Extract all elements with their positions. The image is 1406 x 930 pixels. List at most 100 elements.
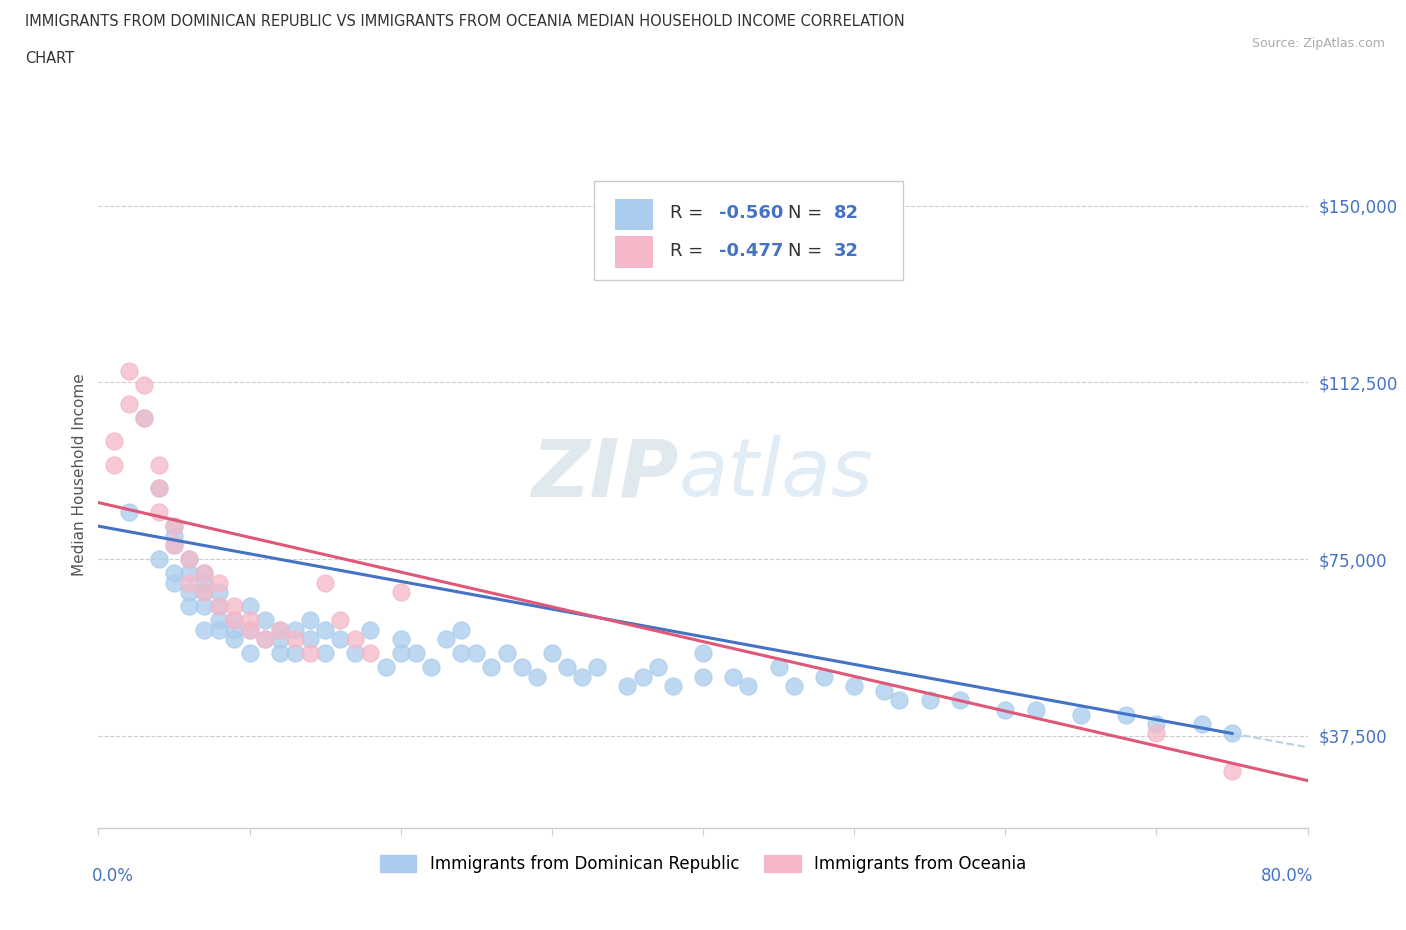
Point xyxy=(208,622,231,637)
Point xyxy=(284,622,307,637)
Point xyxy=(510,660,533,675)
Point xyxy=(692,670,714,684)
Point xyxy=(1220,726,1243,741)
Point xyxy=(224,599,246,614)
Point xyxy=(692,646,714,661)
Text: R =: R = xyxy=(671,205,710,222)
Point xyxy=(299,613,322,628)
Point xyxy=(783,679,806,694)
Point xyxy=(1220,764,1243,778)
Text: ZIP: ZIP xyxy=(531,435,679,513)
Point xyxy=(269,622,291,637)
Point xyxy=(555,660,578,675)
Point xyxy=(420,660,443,675)
Point xyxy=(163,576,186,591)
Point xyxy=(374,660,396,675)
Point xyxy=(193,576,215,591)
Point xyxy=(179,551,201,566)
Point xyxy=(148,505,170,520)
Point xyxy=(118,396,141,411)
FancyBboxPatch shape xyxy=(614,236,654,268)
Point xyxy=(360,622,382,637)
Point xyxy=(269,622,291,637)
Point xyxy=(768,660,790,675)
Point xyxy=(844,679,866,694)
Point xyxy=(179,585,201,600)
Point xyxy=(148,551,170,566)
Point xyxy=(208,599,231,614)
Point xyxy=(314,576,336,591)
Point xyxy=(269,631,291,646)
Y-axis label: Median Household Income: Median Household Income xyxy=(72,373,87,576)
Point xyxy=(239,613,262,628)
Point xyxy=(224,631,246,646)
Point xyxy=(526,670,548,684)
Point xyxy=(661,679,683,694)
Text: -0.560: -0.560 xyxy=(718,205,783,222)
Point xyxy=(631,670,654,684)
Point xyxy=(1144,717,1167,732)
Point xyxy=(224,613,246,628)
Point xyxy=(481,660,503,675)
Text: N =: N = xyxy=(787,242,828,260)
Point xyxy=(723,670,745,684)
Point xyxy=(1144,726,1167,741)
Point xyxy=(148,481,170,496)
Point xyxy=(465,646,488,661)
Point xyxy=(193,622,215,637)
Point xyxy=(540,646,562,661)
Point xyxy=(163,538,186,552)
Point xyxy=(132,410,155,425)
Point xyxy=(208,576,231,591)
Point xyxy=(284,631,307,646)
Point xyxy=(299,631,322,646)
Point xyxy=(647,660,669,675)
Point xyxy=(1070,707,1092,722)
Point xyxy=(148,458,170,472)
Point xyxy=(193,565,215,580)
Point xyxy=(1115,707,1137,722)
Point xyxy=(450,646,472,661)
Point xyxy=(103,458,125,472)
Point xyxy=(163,519,186,534)
Point xyxy=(389,631,412,646)
Point xyxy=(193,565,215,580)
Point xyxy=(344,646,367,661)
Point xyxy=(103,434,125,449)
Point xyxy=(571,670,593,684)
Point xyxy=(253,631,276,646)
Point xyxy=(224,622,246,637)
Point xyxy=(495,646,517,661)
FancyBboxPatch shape xyxy=(595,181,903,280)
Point xyxy=(450,622,472,637)
Point xyxy=(389,646,412,661)
Point xyxy=(813,670,835,684)
Text: R =: R = xyxy=(671,242,710,260)
Point xyxy=(360,646,382,661)
Point xyxy=(163,519,186,534)
Point xyxy=(193,599,215,614)
Point xyxy=(208,585,231,600)
Point xyxy=(239,599,262,614)
Point xyxy=(132,378,155,392)
Point xyxy=(586,660,609,675)
Point xyxy=(118,364,141,379)
Point xyxy=(193,585,215,600)
Text: 82: 82 xyxy=(834,205,859,222)
Point xyxy=(239,622,262,637)
Point xyxy=(434,631,457,646)
Point xyxy=(193,585,215,600)
FancyBboxPatch shape xyxy=(614,199,654,231)
Text: 32: 32 xyxy=(834,242,859,260)
Text: 80.0%: 80.0% xyxy=(1261,867,1313,884)
Text: -0.477: -0.477 xyxy=(718,242,783,260)
Text: atlas: atlas xyxy=(679,435,873,513)
Point xyxy=(314,646,336,661)
Point xyxy=(148,481,170,496)
Point xyxy=(389,585,412,600)
Point xyxy=(179,551,201,566)
Text: CHART: CHART xyxy=(25,51,75,66)
Point xyxy=(889,693,911,708)
Point xyxy=(163,528,186,543)
Point xyxy=(239,622,262,637)
